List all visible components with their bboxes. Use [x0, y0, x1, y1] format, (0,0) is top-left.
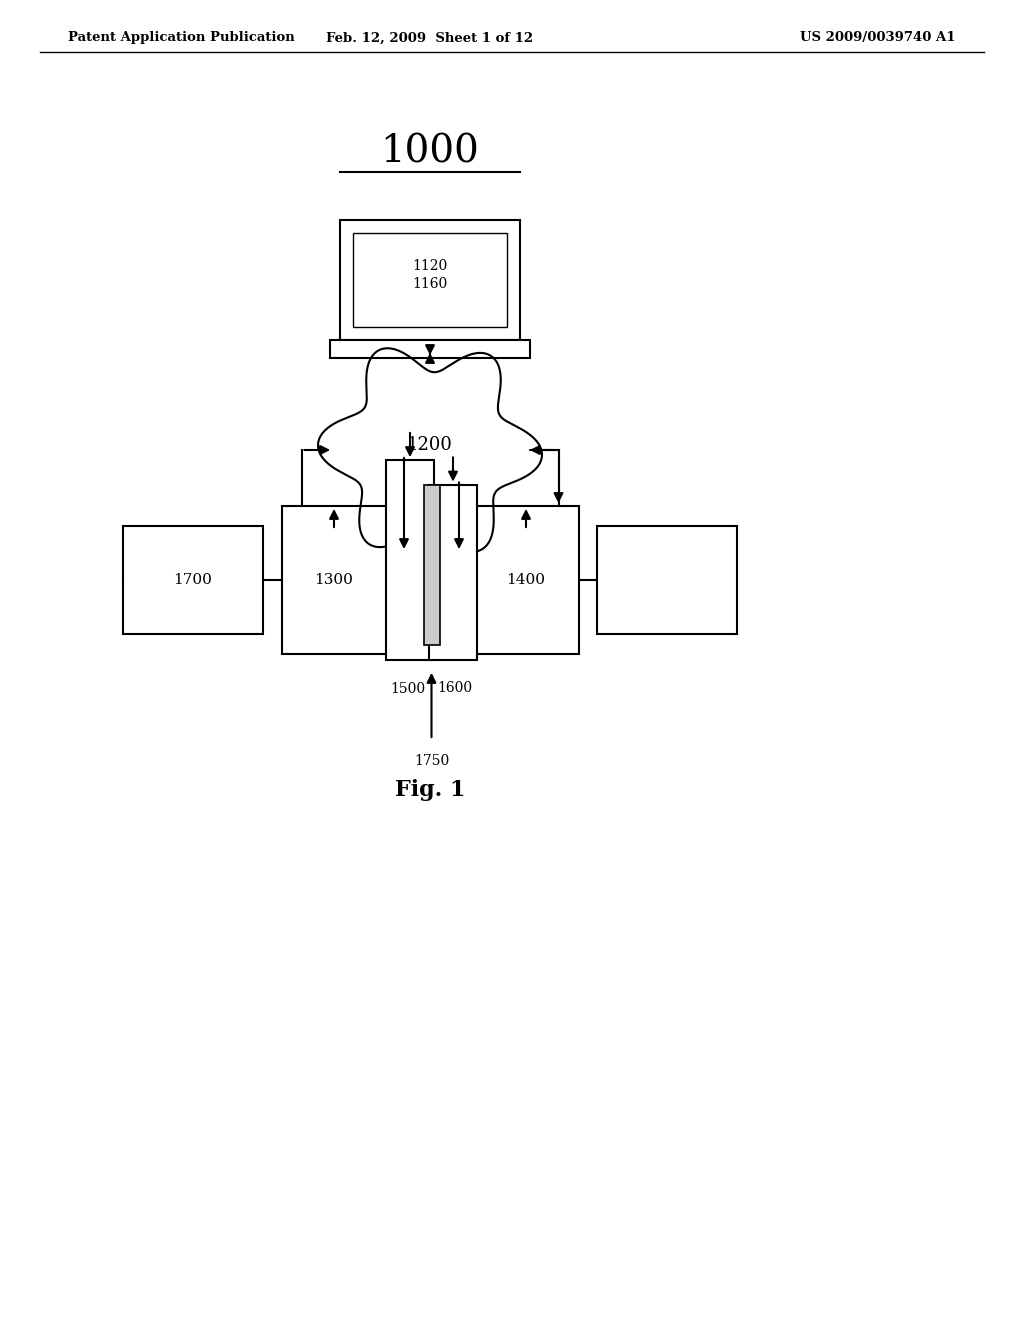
FancyBboxPatch shape	[123, 525, 263, 634]
Text: 1000: 1000	[381, 133, 479, 170]
Text: Feb. 12, 2009  Sheet 1 of 12: Feb. 12, 2009 Sheet 1 of 12	[327, 32, 534, 45]
Text: 1120
1160: 1120 1160	[413, 259, 447, 292]
FancyBboxPatch shape	[330, 341, 530, 358]
Polygon shape	[318, 348, 542, 552]
Text: 1300: 1300	[314, 573, 353, 587]
FancyBboxPatch shape	[353, 234, 507, 327]
Text: 1500: 1500	[390, 682, 426, 696]
FancyBboxPatch shape	[282, 506, 386, 653]
Text: 1100: 1100	[446, 339, 481, 352]
FancyBboxPatch shape	[340, 220, 520, 341]
Text: US 2009/0039740 A1: US 2009/0039740 A1	[801, 32, 956, 45]
FancyBboxPatch shape	[424, 484, 439, 645]
Text: Patent Application Publication: Patent Application Publication	[68, 32, 295, 45]
FancyBboxPatch shape	[429, 484, 477, 660]
Text: 1200: 1200	[408, 436, 453, 454]
FancyBboxPatch shape	[597, 525, 737, 634]
Text: Fig. 1: Fig. 1	[394, 779, 465, 801]
FancyBboxPatch shape	[386, 459, 434, 660]
Text: 1700: 1700	[173, 573, 212, 587]
Text: 1600: 1600	[437, 681, 472, 696]
Text: 1750: 1750	[414, 754, 450, 768]
FancyBboxPatch shape	[473, 506, 579, 653]
Text: 1400: 1400	[507, 573, 546, 587]
